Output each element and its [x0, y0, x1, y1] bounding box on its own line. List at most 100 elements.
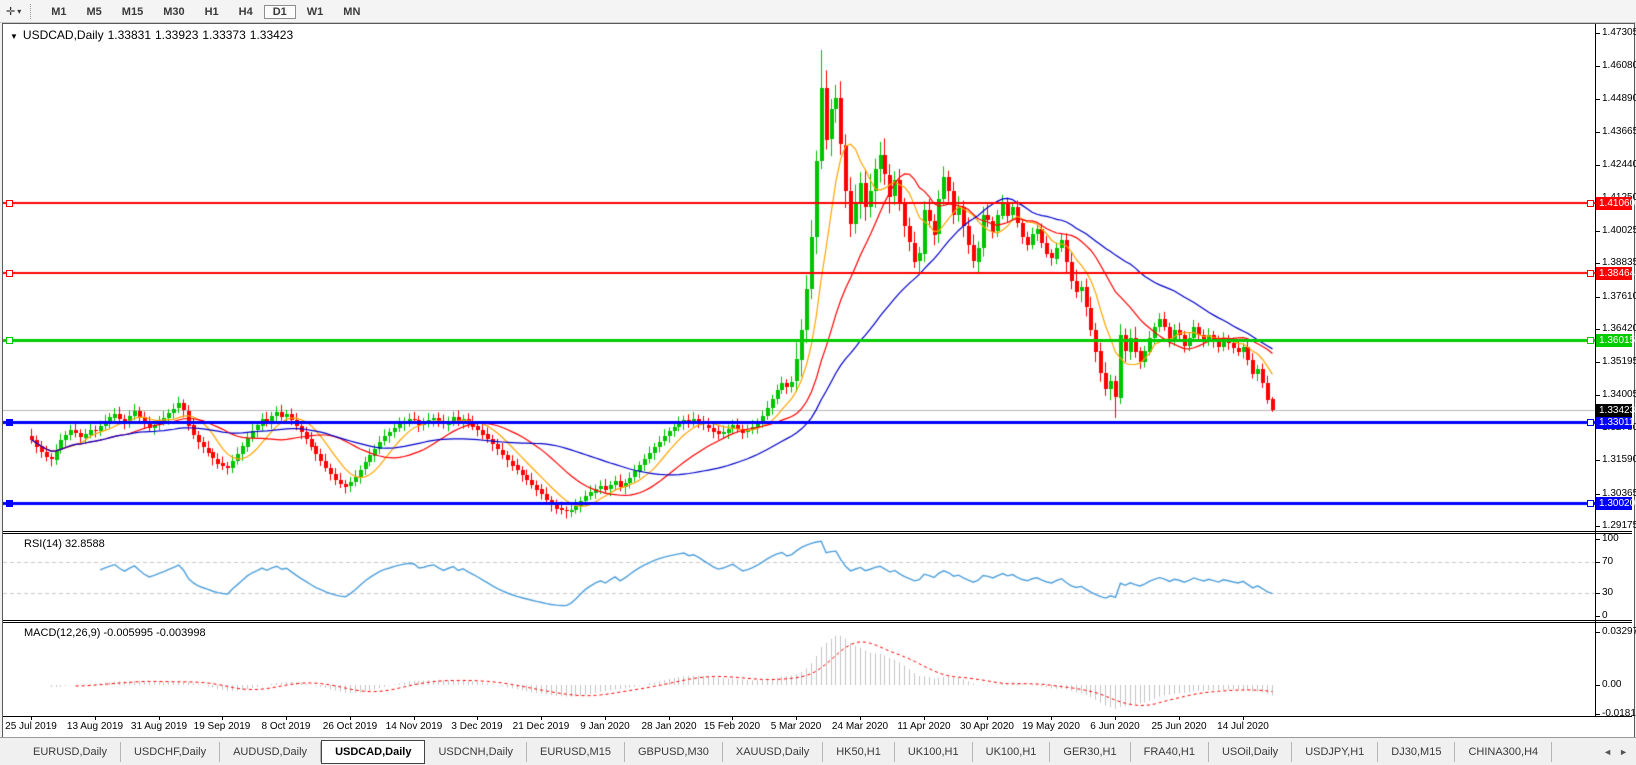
hline-handle-1.38464[interactable]	[6, 270, 13, 277]
macd-values: -0.005995 -0.003998	[103, 627, 206, 639]
axis-label-1.46080: 1.46080	[1602, 60, 1636, 71]
axis-tick-mark	[1596, 66, 1600, 67]
date-tick-mark	[732, 717, 733, 720]
timeframe-button-m5[interactable]: M5	[86, 5, 102, 18]
timeframe-button-m30[interactable]: M30	[163, 5, 185, 18]
axis-label-rsi-100: 100	[1602, 533, 1619, 544]
axis-label-rsi-70: 70	[1602, 556, 1614, 567]
date-label-6-jun-2020: 6 Jun 2020	[1090, 721, 1140, 732]
hline-handle-1.30020[interactable]	[1587, 500, 1594, 507]
tab-usdcad-daily[interactable]: USDCAD,Daily	[321, 739, 426, 764]
pane-separator[interactable]	[3, 531, 1632, 532]
timeframe-button-mn[interactable]: MN	[343, 5, 361, 18]
tab-audusd-daily[interactable]: AUDUSD,Daily	[220, 741, 322, 762]
date-label-25-jun-2020: 25 Jun 2020	[1151, 721, 1207, 732]
axis-label-1.37610: 1.37610	[1602, 291, 1636, 302]
tab-china300-h4[interactable]: CHINA300,H4	[1455, 741, 1553, 762]
axis-label-1.47305: 1.47305	[1602, 27, 1636, 38]
hline-handle-1.33011[interactable]	[6, 419, 13, 426]
date-label-14-nov-2019: 14 Nov 2019	[385, 721, 443, 732]
axis-label-1.36420: 1.36420	[1602, 323, 1636, 334]
hline-handle-1.30020[interactable]	[6, 500, 13, 507]
tab-dj30-m15[interactable]: DJ30,M15	[1378, 741, 1456, 762]
time-axis[interactable]: 25 Jul 2019 13 Aug 2019 31 Aug 2019 19 Sep …	[3, 717, 1632, 737]
hline-handle-1.36015[interactable]	[1587, 337, 1594, 344]
macd-label: MACD(12,26,9) -0.005995 -0.003998	[24, 627, 206, 639]
date-label-11-apr-2020: 11 Apr 2020	[897, 721, 951, 732]
date-label-8-oct-2019: 8 Oct 2019	[261, 721, 311, 732]
price-badge-1.38464: 1.38464	[1596, 267, 1635, 280]
hline-handle-1.36015[interactable]	[6, 337, 13, 344]
date-tick-mark	[541, 717, 542, 720]
date-tick-mark	[414, 717, 415, 720]
tab-hk50-h1[interactable]: HK50,H1	[823, 741, 895, 762]
price-badge-1.33011: 1.33011	[1596, 416, 1634, 429]
tab-uk100-h1[interactable]: UK100,H1	[895, 741, 973, 762]
hline-handle-1.41060[interactable]	[6, 200, 13, 207]
axis-tick-mark	[1596, 714, 1600, 715]
tab-uk100-h1[interactable]: UK100,H1	[973, 741, 1051, 762]
timeframe-button-d1[interactable]: D1	[263, 4, 296, 19]
date-tick-mark	[924, 717, 925, 720]
timeframe-button-h1[interactable]: H1	[204, 5, 219, 18]
date-label-13-aug-2019: 13 Aug 2019	[66, 721, 124, 732]
tab-usdchf-daily[interactable]: USDCHF,Daily	[121, 741, 221, 762]
tab-usdcnh-daily[interactable]: USDCNH,Daily	[425, 741, 528, 762]
date-label-19-sep-2019: 19 Sep 2019	[193, 721, 251, 732]
axis-tick-mark	[1596, 263, 1600, 264]
tabs-holder: EURUSD,Daily USDCHF,Daily AUDUSD,Daily USDC…	[0, 739, 1553, 764]
axis-label-1.29175: 1.29175	[1602, 520, 1636, 531]
high-value: 1.33923	[155, 28, 199, 42]
date-tick-mark	[605, 717, 606, 720]
axis-label-macd--0.01815: -0.01815	[1602, 708, 1636, 719]
pane-separator[interactable]	[3, 620, 1632, 621]
axis-label-1.40025: 1.40025	[1602, 225, 1636, 236]
tab-scroll-left-icon[interactable]: ◄	[1603, 746, 1613, 757]
macd-indicator-canvas[interactable]	[3, 623, 1595, 717]
date-tick-mark	[1243, 717, 1244, 720]
date-label-31-aug-2019: 31 Aug 2019	[130, 721, 188, 732]
date-label-24-mar-2020: 24 Mar 2020	[831, 721, 889, 732]
tab-gbpusd-m30[interactable]: GBPUSD,M30	[625, 741, 723, 762]
axis-tick-mark	[1596, 616, 1600, 617]
hline-handle-1.33011[interactable]	[1587, 419, 1594, 426]
tab-usdjpy-h1[interactable]: USDJPY,H1	[1292, 741, 1379, 762]
main-chart-canvas[interactable]	[3, 24, 1595, 531]
timeframe-button-m1[interactable]: M1	[51, 5, 67, 18]
tab-usoil-daily[interactable]: USOil,Daily	[1209, 741, 1293, 762]
axis-tick-mark	[1596, 231, 1600, 232]
tab-scroll-right-icon[interactable]: ►	[1619, 746, 1628, 757]
axis-tick-mark	[1596, 33, 1600, 34]
axis-tick-mark	[1596, 593, 1600, 594]
tab-xauusd-daily[interactable]: XAUUSD,Daily	[723, 741, 824, 762]
pane-separator	[3, 622, 1632, 623]
tab-ger30-h1[interactable]: GER30,H1	[1050, 741, 1131, 762]
date-tick-mark	[860, 717, 861, 720]
axis-tick-mark	[1596, 632, 1600, 633]
axis-tick-mark	[1596, 165, 1600, 166]
top-toolbar: ✛ ▾ M1 M5 M15 M30 H1 H4 D1 W1 MN	[0, 0, 1636, 23]
chart-cursor-icon[interactable]: ✛ ▾	[6, 5, 21, 18]
hline-handle-1.41060[interactable]	[1587, 200, 1594, 207]
chart-title: ▼ USDCAD,Daily 1.33831 1.33923 1.33373 1.3342…	[10, 28, 297, 42]
rsi-indicator-canvas[interactable]	[3, 534, 1595, 620]
timeframe-button-m15[interactable]: M15	[121, 5, 144, 18]
price-badge-1.30020: 1.30020	[1596, 497, 1635, 510]
date-tick-mark	[796, 717, 797, 720]
pane-separator	[3, 533, 1632, 534]
tab-fra40-h1[interactable]: FRA40,H1	[1131, 741, 1209, 762]
date-label-3-dec-2019: 3 Dec 2019	[451, 721, 503, 732]
axis-tick-mark	[1596, 297, 1600, 298]
axis-label-1.38835: 1.38835	[1602, 257, 1636, 268]
axis-label-rsi-0: 0	[1602, 610, 1608, 621]
timeframe-button-h4[interactable]: H4	[238, 5, 253, 18]
tab-eurusd-daily[interactable]: EURUSD,Daily	[20, 741, 121, 762]
axis-tick-mark	[1596, 562, 1600, 563]
axis-label-rsi-30: 30	[1602, 587, 1614, 598]
tab-eurusd-m15[interactable]: EURUSD,M15	[527, 741, 625, 762]
chevron-down-icon[interactable]: ▾	[17, 6, 22, 16]
title-dropdown-icon[interactable]: ▼	[10, 32, 18, 41]
timeframe-button-w1[interactable]: W1	[306, 5, 324, 18]
hline-handle-1.38464[interactable]	[1587, 270, 1594, 277]
date-label-5-mar-2020: 5 Mar 2020	[770, 721, 822, 732]
